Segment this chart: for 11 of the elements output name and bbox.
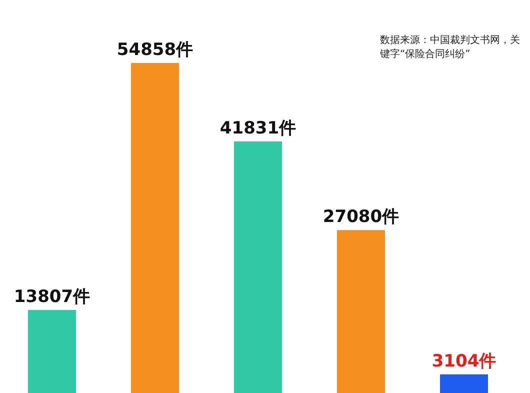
data-label: 54858件	[116, 40, 194, 60]
bar	[337, 230, 385, 393]
data-label: 13807件	[14, 286, 90, 307]
bar	[234, 141, 282, 393]
data-label: 41831件	[220, 118, 296, 138]
bar	[131, 63, 179, 393]
bar	[440, 374, 488, 393]
data-label: 27080件	[322, 207, 400, 228]
bar	[28, 310, 76, 393]
data-label: 3104件	[432, 351, 496, 372]
source-note: 数据来源：中国裁判文书网，关键字“保险合同纠纷”	[380, 34, 520, 62]
